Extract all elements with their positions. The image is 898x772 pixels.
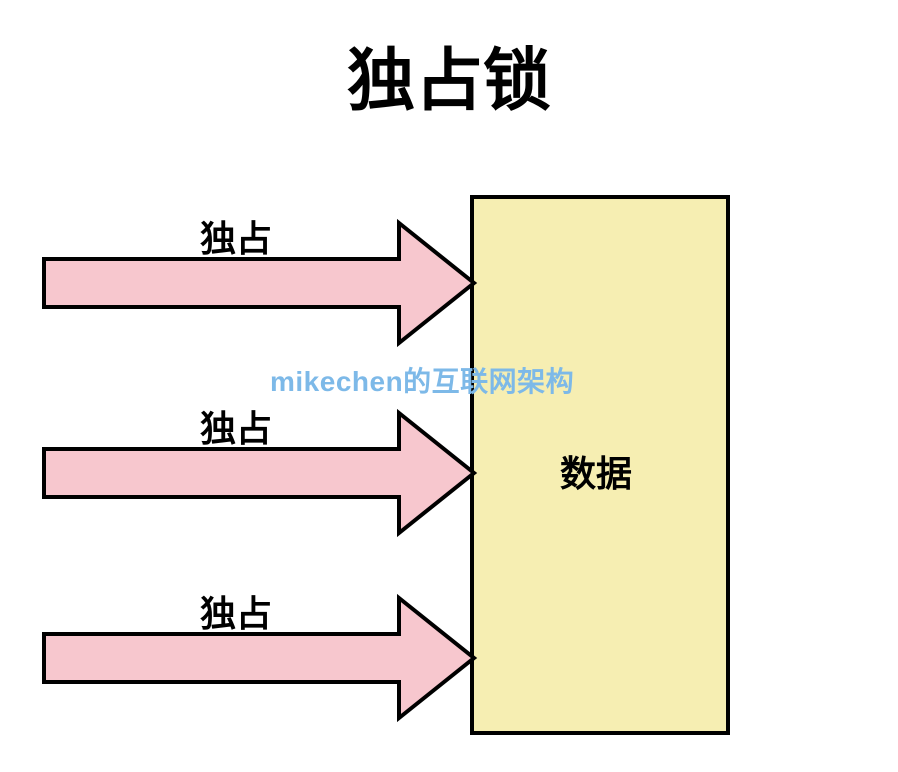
arrow-2 xyxy=(40,409,478,537)
arrow-3 xyxy=(40,594,478,722)
diagram-stage: 独占锁 数据 独占 独占 独占 mikechen的互联网架构 xyxy=(0,0,898,772)
arrow-2-shape xyxy=(44,413,474,533)
arrow-1 xyxy=(40,219,478,347)
arrow-1-shape xyxy=(44,223,474,343)
diagram-title: 独占锁 xyxy=(0,25,898,124)
arrow-3-shape xyxy=(44,598,474,718)
data-box-label: 数据 xyxy=(560,445,632,497)
watermark-text: mikechen的互联网架构 xyxy=(270,360,574,400)
